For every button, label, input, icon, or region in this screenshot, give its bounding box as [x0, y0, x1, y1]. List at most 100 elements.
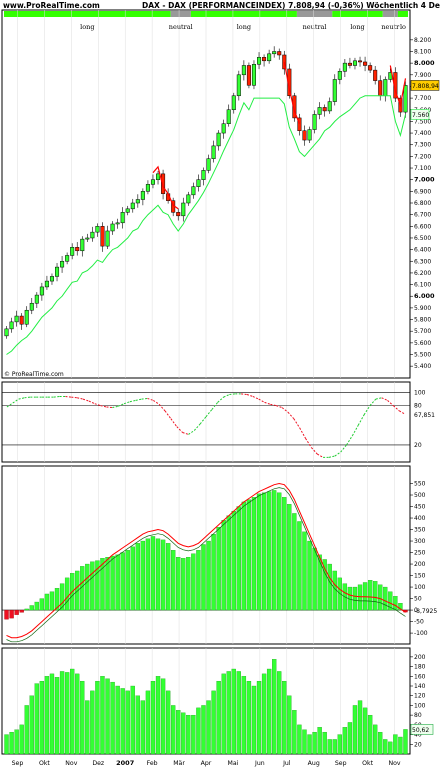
mom-bar: [181, 558, 186, 611]
osc-segment: [193, 423, 201, 431]
osc-segment: [299, 427, 306, 439]
vol-bar: [277, 671, 282, 755]
vol-bar: [357, 700, 363, 755]
month-label-0: Sep: [12, 760, 24, 767]
vol-bar: [287, 695, 292, 755]
vol-bar: [388, 741, 393, 755]
mom-bar: [150, 536, 156, 611]
vol-bar: [332, 739, 337, 755]
candle: [120, 212, 125, 224]
candle: [352, 60, 357, 66]
osc-segment: [112, 405, 119, 409]
osc-tick-label: 20: [414, 442, 422, 449]
candle: [221, 123, 226, 134]
candle: [201, 170, 206, 180]
osc-segment: [24, 396, 31, 399]
osc-segment: [211, 402, 219, 410]
candle: [135, 199, 140, 204]
mom-bar: [85, 563, 90, 611]
osc-segment: [398, 410, 406, 415]
candle: [358, 60, 363, 63]
mom-tick-label: 250: [414, 550, 426, 557]
month-label-10: Jul: [282, 760, 291, 767]
candle: [14, 315, 19, 323]
price-tick-label: 5.400: [414, 363, 431, 370]
mom-bar: [155, 538, 161, 611]
zone-label-2: long: [237, 23, 251, 31]
candle: [206, 158, 211, 171]
vol-bar: [80, 680, 85, 755]
mom-bar: [206, 540, 211, 611]
month-label-5: Feb: [147, 760, 158, 767]
candle: [383, 79, 388, 97]
price-tick-label: 7.700: [414, 95, 431, 102]
mom-bar: [90, 561, 95, 611]
osc-segment: [188, 430, 195, 435]
vol-bar: [337, 734, 342, 755]
candle: [130, 202, 135, 210]
vol-bar: [327, 739, 332, 755]
vol-bar: [292, 710, 297, 755]
vol-bar: [256, 680, 262, 755]
candle: [191, 186, 196, 196]
vol-bar: [221, 673, 226, 755]
vol-bar: [34, 683, 39, 755]
candle: [60, 261, 65, 268]
vol-bar: [125, 690, 130, 755]
zone-band: long neutral long neutral long neutr lo: [4, 11, 408, 31]
vol-bar: [95, 680, 100, 755]
candle: [378, 80, 383, 97]
candle: [95, 226, 100, 233]
month-label-3: Dez: [92, 760, 104, 767]
zone-label-5: neutr: [381, 23, 400, 31]
month-label-14: Nov: [388, 760, 400, 767]
vol-bar: [145, 690, 151, 755]
zone-4: [332, 11, 383, 17]
osc-segment: [375, 397, 382, 400]
mom-bar: [226, 515, 231, 611]
osc-segment: [276, 405, 283, 409]
mom-bar: [196, 550, 201, 611]
osc-segment: [340, 444, 347, 453]
vol-bar: [236, 671, 241, 755]
vol-bar: [211, 690, 216, 755]
mom-bar: [9, 609, 14, 619]
mom-bar: [100, 558, 105, 611]
candle: [161, 173, 166, 194]
mom-bar: [256, 493, 262, 611]
mom-bar: [49, 591, 55, 611]
mom-bar: [191, 553, 196, 611]
vol-bar: [160, 678, 166, 755]
mom-bar: [352, 586, 358, 611]
osc-tick-label: 80: [414, 403, 422, 410]
osc-segment: [264, 401, 271, 405]
osc-segment: [164, 410, 172, 420]
vol-bar: [307, 734, 312, 755]
vol-bar: [9, 731, 14, 755]
price-tick-label: 6.000: [414, 292, 435, 300]
mom-bar: [59, 583, 65, 611]
price-tick-label: 5.900: [414, 305, 431, 312]
osc-segment: [6, 402, 14, 408]
mom-last-label: -8,7925: [414, 608, 437, 615]
mom-bar: [145, 538, 151, 611]
zone-label-6: lo: [400, 23, 406, 31]
mom-bar: [241, 501, 247, 611]
candle: [29, 302, 34, 311]
candle: [105, 230, 110, 247]
candle: [337, 71, 342, 80]
mom-bar: [337, 577, 342, 611]
candle: [363, 61, 368, 66]
mom-bar: [251, 497, 257, 611]
site-label[interactable]: www.ProRealTime.com: [3, 1, 100, 10]
vol-bar: [272, 659, 277, 755]
osc-segment: [246, 394, 253, 397]
osc-segment: [65, 395, 72, 398]
mom-bar: [211, 533, 216, 611]
price-tick-label: 6.700: [414, 212, 431, 219]
mom-bar: [317, 554, 322, 611]
candle: [186, 194, 191, 204]
osc-segment: [153, 399, 160, 405]
mom-bar: [54, 588, 60, 611]
candle: [156, 173, 161, 180]
